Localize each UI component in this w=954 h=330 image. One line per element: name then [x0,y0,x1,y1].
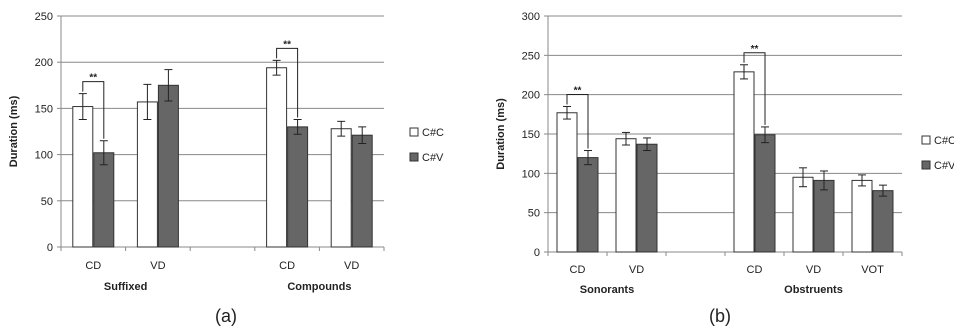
legend-swatch [921,160,931,170]
bar-c-v [287,126,309,248]
y-axis-label: Duration (ms) [495,98,507,170]
bar-c-c [615,138,637,253]
y-tick-label: 200 [35,57,53,69]
group-label: Obstruents [784,284,843,296]
bar-c-c [556,112,578,253]
bar-c-v [872,190,894,253]
legend-label: C#V [422,152,444,164]
y-axis-label: Duration (ms) [8,95,20,167]
y-tick-label: 50 [41,196,53,208]
significance-label: ** [89,73,97,84]
x-tick-label: VD [344,260,359,272]
y-tick-label: 150 [35,103,53,115]
y-tick-label: 150 [522,129,540,141]
y-tick-label: 100 [522,168,540,180]
group-label: Compounds [287,281,351,293]
bar-c-v [813,179,835,253]
significance-label: ** [751,44,759,55]
significance-bracket [566,93,589,149]
bar-c-v [754,134,776,253]
panel-label: (b) [709,306,731,326]
bar-c-c [72,106,94,248]
bar-c-v [636,143,658,253]
bar-c-c [733,71,755,253]
legend-swatch [409,127,419,137]
x-tick-label: VOT [861,264,884,276]
legend-swatch [921,135,931,145]
significance-bracket [276,47,299,118]
y-tick-label: 250 [35,11,53,23]
significance-bracket [82,81,105,139]
bar-c-v [577,157,599,253]
y-tick-label: 200 [522,90,540,102]
legend-label: C#V [934,160,954,172]
x-tick-label: CD [570,264,586,276]
y-tick-label: 100 [35,150,53,162]
x-tick-label: CD [747,264,763,276]
y-tick-label: 0 [534,247,540,259]
legend-label: C#C [934,135,954,147]
bar-c-c [330,128,352,248]
y-tick-label: 300 [522,11,540,23]
group-label: Suffixed [104,281,147,293]
bar-c-c [266,67,288,248]
x-tick-label: CD [85,260,101,272]
panel-label: (a) [215,306,237,326]
bar-c-v [351,134,373,248]
bar-c-c [792,176,814,253]
chart-b: 0 50 100 150 200 250 300 ** ** CD VD CD VD VOT Sonoran… [495,11,954,326]
bar-c-c [851,179,873,253]
group-label: Sonorants [580,284,634,296]
significance-bracket [743,52,766,125]
x-tick-label: VD [150,260,165,272]
significance-label: ** [283,39,291,50]
legend-label: C#C [422,127,444,139]
x-tick-label: VD [806,264,821,276]
significance-label: ** [574,85,582,96]
legend-swatch [409,152,419,162]
bar-c-c [136,101,158,248]
bar-c-v [93,152,115,248]
x-tick-label: CD [279,260,295,272]
y-tick-label: 50 [528,208,540,220]
bar-c-v [157,84,179,248]
x-tick-label: VD [629,264,644,276]
y-tick-label: 0 [47,242,53,254]
y-tick-label: 250 [522,50,540,62]
